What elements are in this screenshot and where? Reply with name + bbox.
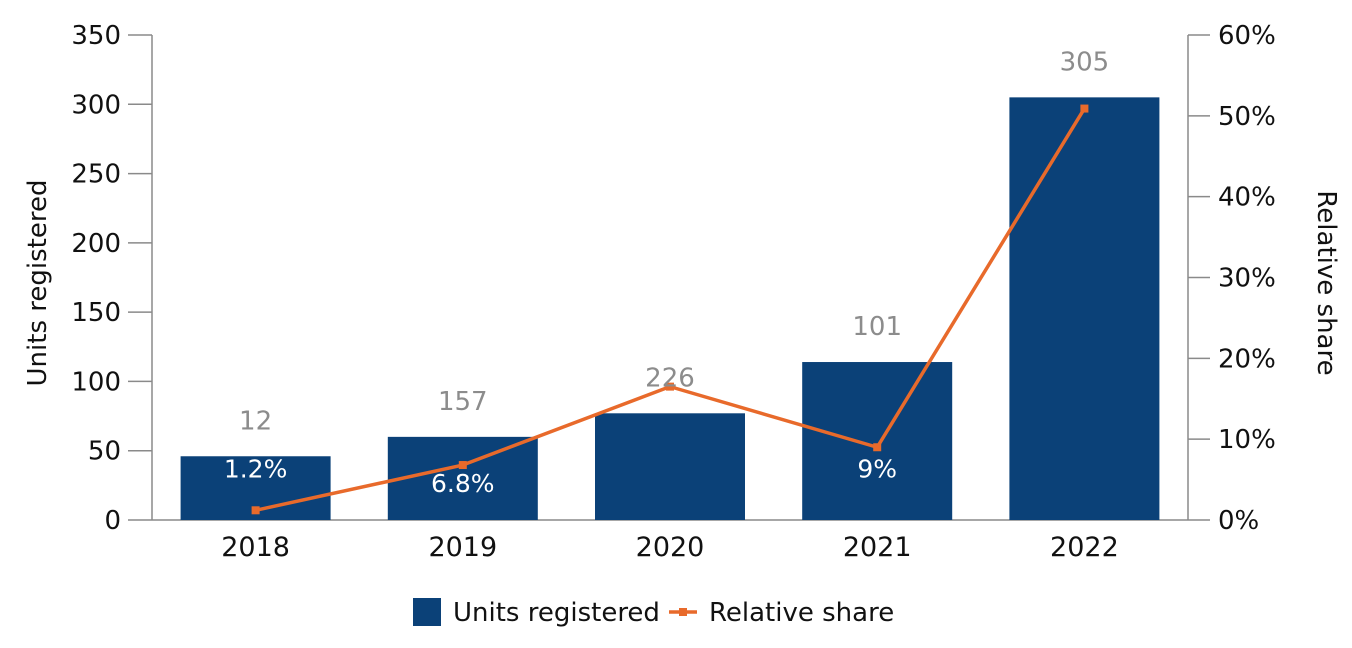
- legend: Units registered Relative share: [413, 598, 894, 628]
- y-tick-label: 350: [71, 21, 121, 51]
- share-marker: [873, 443, 882, 452]
- bar-series: [180, 97, 1160, 520]
- bar-top-label: 101: [852, 312, 902, 342]
- y-tick-label: 300: [71, 90, 121, 120]
- y2-tick-label: 50%: [1218, 102, 1276, 132]
- y2-tick-label: 0%: [1218, 506, 1259, 536]
- y2-tick-label: 20%: [1218, 344, 1276, 374]
- chart-axes: 0 50 100 150 200 250 300 350 0% 10% 20% 30% 40% 50% 60…: [71, 21, 1275, 563]
- share-value-label: 9%: [857, 454, 897, 483]
- y2-tick-label: 30%: [1218, 264, 1276, 294]
- y-tick-label: 250: [71, 160, 121, 190]
- share-marker: [251, 506, 260, 515]
- bar: [595, 413, 745, 520]
- x-tick-label: 2019: [428, 532, 497, 563]
- bar: [1009, 97, 1160, 520]
- x-tick-label: 2022: [1050, 532, 1119, 563]
- bar: [802, 362, 953, 520]
- legend-swatch-units: [413, 598, 441, 626]
- x-tick-label: 2021: [843, 532, 912, 563]
- share-marker: [1080, 104, 1089, 113]
- y-tick-label: 0: [104, 506, 121, 536]
- share-value-label: 16.5%: [630, 340, 709, 369]
- y-tick-label: 150: [71, 298, 121, 328]
- x-tick-label: 2020: [636, 532, 705, 563]
- bar-top-label: 305: [1060, 47, 1110, 77]
- y-tick-label: 100: [71, 367, 121, 397]
- legend-swatch-share-marker: [679, 608, 687, 616]
- share-value-label: 1.2%: [224, 454, 288, 483]
- bar-top-label: 226: [645, 363, 695, 393]
- legend-label-units: Units registered: [453, 598, 660, 628]
- x-tick-label: 2018: [221, 532, 290, 563]
- line-series: [251, 104, 1089, 515]
- legend-label-share: Relative share: [709, 598, 894, 628]
- share-value-label: 6.8%: [431, 469, 495, 498]
- y2-tick-label: 40%: [1218, 183, 1276, 213]
- y2-axis-title: Relative share: [1311, 190, 1341, 375]
- bar-top-label: 12: [239, 406, 272, 436]
- share-marker: [458, 461, 467, 470]
- share-marker: [666, 382, 674, 391]
- y-tick-label: 200: [71, 229, 121, 259]
- y-axis-title: Units registered: [23, 180, 53, 387]
- y2-tick-label: 60%: [1218, 21, 1276, 51]
- bar-top-label: 157: [438, 387, 488, 417]
- bar: [387, 436, 538, 520]
- y2-tick-label: 10%: [1218, 425, 1276, 455]
- y-tick-label: 50: [88, 437, 121, 467]
